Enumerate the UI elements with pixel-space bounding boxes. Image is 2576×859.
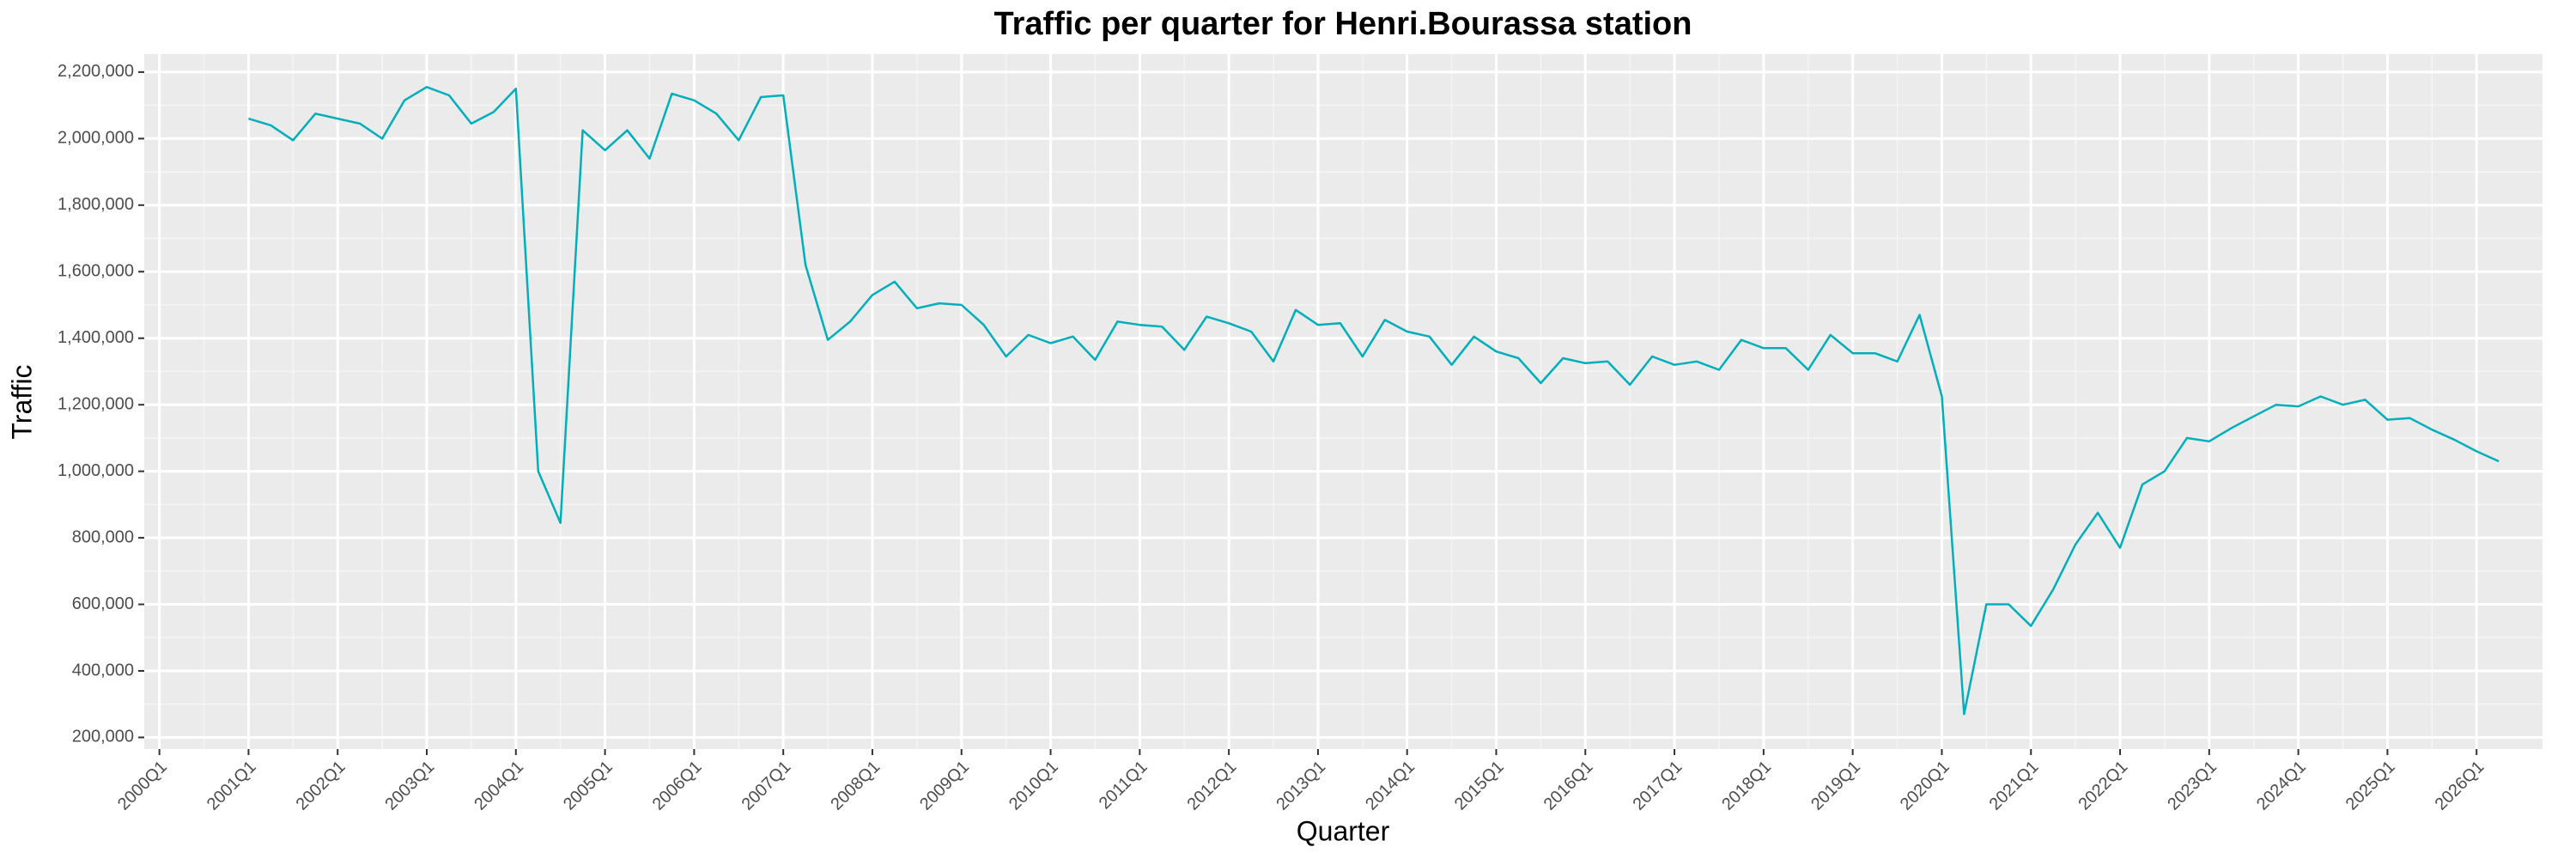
line <box>248 86 2500 716</box>
x-axis-title: Quarter <box>1297 815 1390 846</box>
y-tick-label: 400,000 <box>72 661 134 679</box>
y-tick-label: 1,400,000 <box>58 328 134 347</box>
x-tick-label: 2007Q1 <box>738 758 795 814</box>
x-tick-label: 2019Q1 <box>1807 758 1864 814</box>
x-tick-label: 2001Q1 <box>204 758 260 814</box>
x-tick-label: 2020Q1 <box>1897 758 1953 814</box>
x-tick-label: 2013Q1 <box>1273 758 1329 814</box>
y-tick-label: 1,200,000 <box>58 394 134 413</box>
plot-panel <box>144 54 2543 749</box>
x-tick-label: 2005Q1 <box>560 758 617 814</box>
x-tick-label: 2016Q1 <box>1540 758 1597 814</box>
x-tick-label: 2004Q1 <box>471 758 527 814</box>
x-tick-label: 2002Q1 <box>293 758 349 814</box>
chart-title: Traffic per quarter for Henri.Bourassa s… <box>994 6 1692 42</box>
x-tick-label: 2014Q1 <box>1362 758 1419 814</box>
x-tick-label: 2012Q1 <box>1184 758 1241 814</box>
y-tick-label: 1,600,000 <box>58 262 134 281</box>
x-tick-label: 2000Q1 <box>114 758 171 814</box>
y-tick-label: 600,000 <box>72 594 134 613</box>
x-tick-label: 2011Q1 <box>1096 758 1151 813</box>
x-tick-label: 2025Q1 <box>2342 758 2399 814</box>
y-tick-label: 1,000,000 <box>58 461 134 480</box>
y-tick-label: 800,000 <box>72 527 134 546</box>
x-tick-label: 2015Q1 <box>1451 758 1508 814</box>
y-tick-label: 2,200,000 <box>58 62 134 81</box>
x-tick-label: 2018Q1 <box>1718 758 1775 814</box>
y-tick-label: 2,000,000 <box>58 129 134 148</box>
x-tick-label: 2017Q1 <box>1629 758 1686 814</box>
x-tick-label: 2008Q1 <box>827 758 884 814</box>
x-tick-label: 2021Q1 <box>1986 758 2043 814</box>
x-tick-label: 2022Q1 <box>2075 758 2131 814</box>
x-tick-label: 2026Q1 <box>2432 758 2488 814</box>
y-tick-label: 200,000 <box>72 728 134 746</box>
x-tick-label: 2003Q1 <box>381 758 438 814</box>
x-tick-label: 2023Q1 <box>2164 758 2221 814</box>
x-tick-label: 2006Q1 <box>649 758 706 814</box>
y-tick-label: 1,800,000 <box>58 195 134 214</box>
y-axis-title: Traffic <box>6 364 37 439</box>
x-tick-label: 2009Q1 <box>916 758 973 814</box>
x-tick-label: 2024Q1 <box>2253 758 2310 814</box>
x-tick-label: 2010Q1 <box>1005 758 1062 814</box>
